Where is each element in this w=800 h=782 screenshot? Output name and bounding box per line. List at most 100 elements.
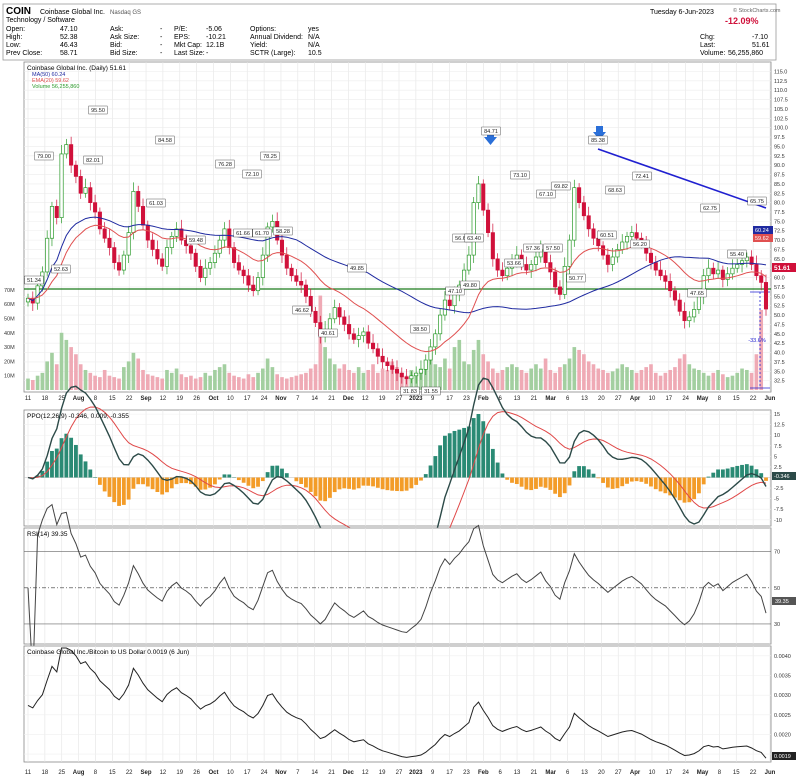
candle-body [404,376,409,380]
price-annotation: 84.58 [158,138,172,144]
ppo-histogram-bar [476,414,481,478]
candle-body [524,264,529,271]
ma50-tag-box [753,226,773,234]
volume-bar [304,372,308,390]
watermark: © StockCharts.com [733,7,781,14]
ppo-histogram-bar [366,477,371,486]
candle-body [486,209,491,233]
price-annotation: 67.10 [539,192,553,198]
volume-bar [371,364,375,390]
candle-body [59,153,64,218]
candle-body [740,260,745,265]
candle-body [658,269,663,277]
candle-body [241,269,246,277]
volume-bar [208,375,212,390]
date-tick-label: 17 [665,396,672,402]
candle-body [572,187,577,241]
ppo-histogram-bar [471,418,476,478]
price-tick-label: 85.0 [774,182,785,188]
volume-bar [457,339,462,390]
annotation-box [88,105,108,115]
ppo-histogram-bar [486,433,490,478]
date-tick-label: Jun [765,770,776,776]
candle-body [107,237,112,248]
price-tick-label: 65.0 [774,257,785,263]
candle-body [198,265,203,278]
candle-body [380,355,385,363]
volume-bar [342,364,347,390]
price-annotation: 47.65 [690,291,704,297]
date-tick-label: 11 [25,770,32,776]
candle-body [289,267,294,277]
volume-bar [754,354,759,390]
candle-body [706,267,711,277]
candle-body [294,275,299,282]
ppo-histogram-bar [280,468,284,478]
annotation-box [597,230,617,240]
legend-ma50: MA(50) 60.24 [32,72,65,78]
annotation-box [460,280,480,290]
candle-body [442,299,447,316]
volume-bar [289,377,294,390]
date-tick-label: 7 [296,396,300,402]
candle-body [265,226,270,256]
volume-bar [40,372,45,390]
date-tick-label: 19 [176,770,183,776]
volume-label: Volume: [700,50,725,57]
volume-bar [275,374,280,390]
candle-body [45,237,50,273]
date-tick-label: 7 [296,770,300,776]
annotation-box [445,286,465,296]
ppo-histogram-bar [351,477,356,490]
annotation-box [242,169,262,179]
date-tick-label: 6 [499,396,503,402]
date-tick-label: 21 [531,396,538,402]
ppo-tick-label: 7.5 [774,444,782,450]
volume-bar [93,375,97,390]
ppo-histogram-bar [35,475,40,478]
volume-bar [256,372,260,390]
volume-bar [88,372,93,390]
candle-body [481,183,486,211]
volume-bar [246,374,251,390]
date-tick-label: 23 [463,396,470,402]
candle-body [217,239,222,254]
ppo-histogram-bar [121,477,126,505]
annotation-box [186,235,206,245]
volume-bar [59,332,64,390]
volume-axis: 70M 60M 50M 40M 30M 20M 10M [4,288,15,380]
date-tick-label: 24 [682,770,689,776]
date-tick-label: 17 [446,770,453,776]
price-annotation: 95.50 [91,108,105,114]
candle-body [145,224,150,241]
ppo-histogram-bar [174,477,179,485]
volume-bar [107,375,112,390]
volume-bar [35,375,40,390]
annotation-box [605,185,625,195]
volume-bar [572,347,577,390]
rsi-line [27,503,767,679]
ppo-histogram-bar [543,477,548,488]
price-annotation: 61.03 [149,201,163,207]
volume-bar [692,368,696,390]
candle-body [428,346,433,361]
candle-body [476,183,481,203]
volume-bar [438,367,442,390]
volume-bar [136,358,141,390]
rsi-tag: 39.35 [775,599,789,605]
volume-bar [716,369,720,390]
ratio-tick-label: 0.0025 [774,713,791,719]
price-annotation: 31.55 [424,389,438,395]
volume-bar [543,358,548,390]
candle-body [93,202,98,213]
date-label: Tuesday 6-Jun-2023 [650,9,714,16]
candle-body [725,273,730,280]
annotation-box [252,228,272,238]
price-tick-label: 55.0 [774,294,785,300]
candle-body [49,206,54,239]
last-size-value: - [206,50,209,57]
ppo-histogram-bar [519,477,524,487]
volume-bar [347,369,351,390]
ppo-histogram-bar [347,477,351,489]
price-annotation: 31.83 [403,389,417,395]
